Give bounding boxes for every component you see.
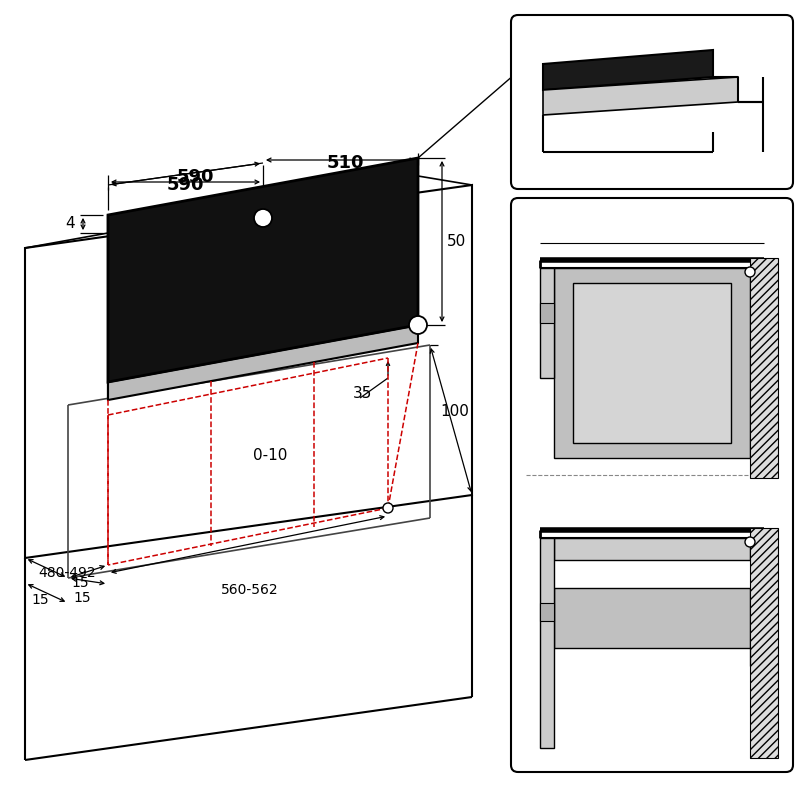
Circle shape xyxy=(745,537,755,547)
Text: 35: 35 xyxy=(354,386,373,401)
FancyBboxPatch shape xyxy=(511,198,793,772)
Text: 4: 4 xyxy=(65,217,75,231)
Text: 560-562: 560-562 xyxy=(221,583,279,597)
Polygon shape xyxy=(543,50,713,90)
Text: min 12: min 12 xyxy=(620,486,684,504)
Circle shape xyxy=(254,209,272,227)
Polygon shape xyxy=(108,158,418,382)
Text: 480-492: 480-492 xyxy=(38,566,96,580)
Text: 60: 60 xyxy=(642,670,662,686)
Text: min 28: min 28 xyxy=(620,216,684,234)
Circle shape xyxy=(745,267,755,277)
Bar xyxy=(554,588,750,648)
Circle shape xyxy=(383,503,393,513)
Text: 2: 2 xyxy=(258,235,268,250)
Text: 590: 590 xyxy=(166,176,204,194)
Bar xyxy=(750,528,778,758)
Text: 100: 100 xyxy=(441,405,470,419)
Bar xyxy=(554,538,750,560)
Bar xyxy=(540,538,554,748)
FancyBboxPatch shape xyxy=(511,15,793,189)
Text: 20: 20 xyxy=(762,742,782,758)
Bar xyxy=(540,303,554,323)
Polygon shape xyxy=(543,77,738,115)
Bar xyxy=(540,268,554,378)
Text: 510: 510 xyxy=(326,154,364,172)
Text: 15: 15 xyxy=(73,591,91,605)
Text: 590: 590 xyxy=(176,168,214,186)
Polygon shape xyxy=(25,185,472,558)
Text: 0-10: 0-10 xyxy=(253,447,287,462)
Bar xyxy=(573,283,731,443)
Bar xyxy=(554,268,750,458)
Text: 10: 10 xyxy=(738,566,758,582)
Circle shape xyxy=(409,316,427,334)
Bar xyxy=(750,258,778,478)
Text: 20: 20 xyxy=(762,450,782,466)
Text: 50: 50 xyxy=(447,234,466,249)
Text: 247.5: 247.5 xyxy=(630,237,674,251)
Text: 247.5: 247.5 xyxy=(630,506,674,522)
Text: 15: 15 xyxy=(71,576,89,590)
Polygon shape xyxy=(108,325,418,400)
Bar xyxy=(540,603,554,621)
Text: 15: 15 xyxy=(31,593,49,607)
